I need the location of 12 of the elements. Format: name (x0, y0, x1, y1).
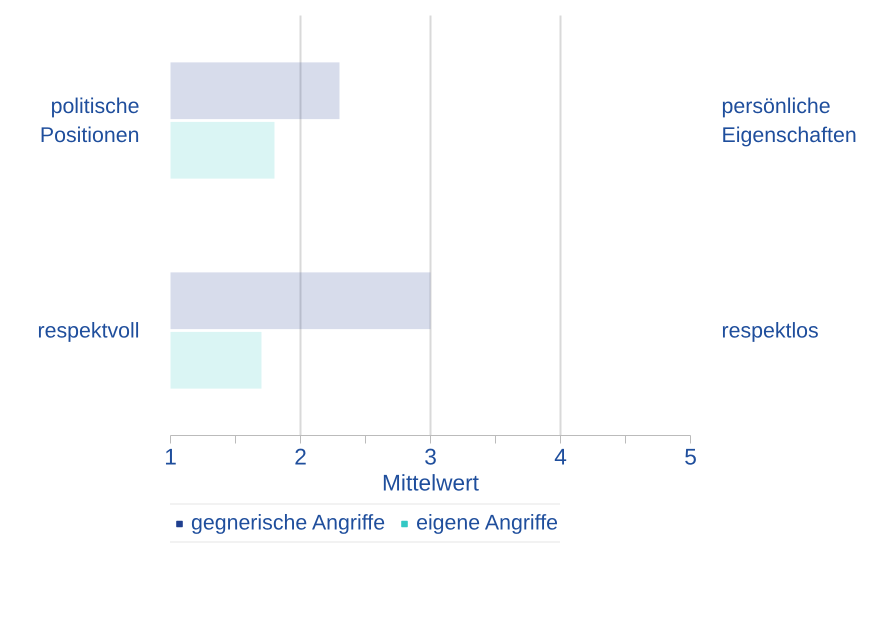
x-tick-label: 1 (164, 444, 177, 470)
y-tick-label: politische Positionen (40, 94, 140, 147)
legend-label: eigene Angriffe (416, 510, 558, 536)
x-tick-label: 4 (554, 444, 567, 470)
y2-tick-label: respektlos (722, 318, 819, 342)
legend-label: gegnerische Angriffe (191, 510, 386, 536)
y2-tick-label: persönliche Eigenschaften (722, 94, 857, 147)
x-tick-label: 3 (424, 444, 437, 470)
x-axis-title: Mittelwert (382, 470, 480, 496)
x-tick-label: 5 (684, 444, 697, 470)
y-tick-label: respektvoll (38, 318, 140, 342)
x-tick-label: 2 (294, 444, 307, 470)
